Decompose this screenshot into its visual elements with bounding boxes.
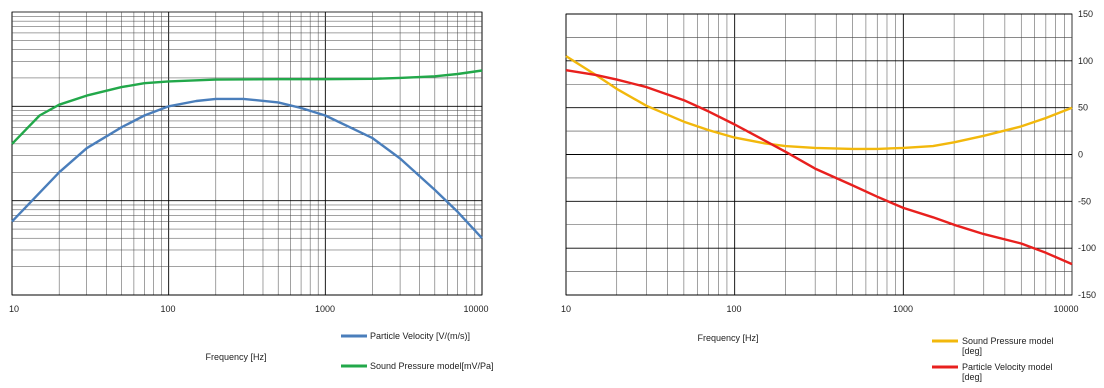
right-legend-label-1: Particle Velocity model [deg] (962, 362, 1053, 382)
right-x-tick-10000: 10000 (1053, 304, 1078, 314)
right-legend-label-0: Sound Pressure model [deg] (962, 336, 1054, 356)
left-x-tick-10000: 10000 (463, 304, 488, 314)
right-series (565, 55, 1073, 266)
right-y-tick: 100 (1078, 56, 1093, 66)
right-y-tick: -50 (1078, 196, 1091, 206)
right-x-tick-10: 10 (561, 304, 571, 314)
right-x-axis-label: Frequency [Hz] (697, 333, 758, 343)
right-x-tick-1000: 1000 (893, 304, 913, 314)
left-x-tick-1000: 1000 (315, 304, 335, 314)
left-x-tick-100: 100 (160, 304, 175, 314)
right-grid (565, 13, 1072, 296)
left-x-tick-10: 10 (9, 304, 19, 314)
left-grid (11, 12, 483, 296)
right-x-tick-100: 100 (726, 304, 741, 314)
left-x-axis-label: Frequency [Hz] (205, 352, 266, 362)
right-legend: Sound Pressure model [deg] Particle Veloc… (932, 336, 1054, 382)
left-legend: Particle Velocity [V/(m/s)] Sound Pressu… (341, 331, 494, 371)
magnitude-chart: 10 100 1000 10000 Frequency [Hz] Particl… (9, 11, 494, 371)
right-y-tick: 150 (1078, 9, 1093, 19)
right-series-line-0 (565, 55, 1073, 151)
left-legend-label-0: Particle Velocity [V/(m/s)] (370, 331, 470, 341)
left-plot-area (11, 11, 483, 296)
right-y-tick: -150 (1078, 290, 1096, 300)
right-y-ticks: 150 100 50 0 -50 -100 -150 (1078, 9, 1096, 300)
right-y-tick: 0 (1078, 150, 1083, 160)
right-series-line-1 (565, 69, 1073, 266)
left-series-line-1 (11, 69, 483, 145)
left-series (11, 69, 483, 240)
right-y-tick: -100 (1078, 243, 1096, 253)
phase-chart: 150 100 50 0 -50 -100 -150 10 100 1000 10000 F… (561, 9, 1096, 382)
left-series-line-0 (11, 97, 483, 240)
right-y-tick: 50 (1078, 103, 1088, 113)
left-legend-label-1: Sound Pressure model[mV/Pa] (370, 361, 494, 371)
